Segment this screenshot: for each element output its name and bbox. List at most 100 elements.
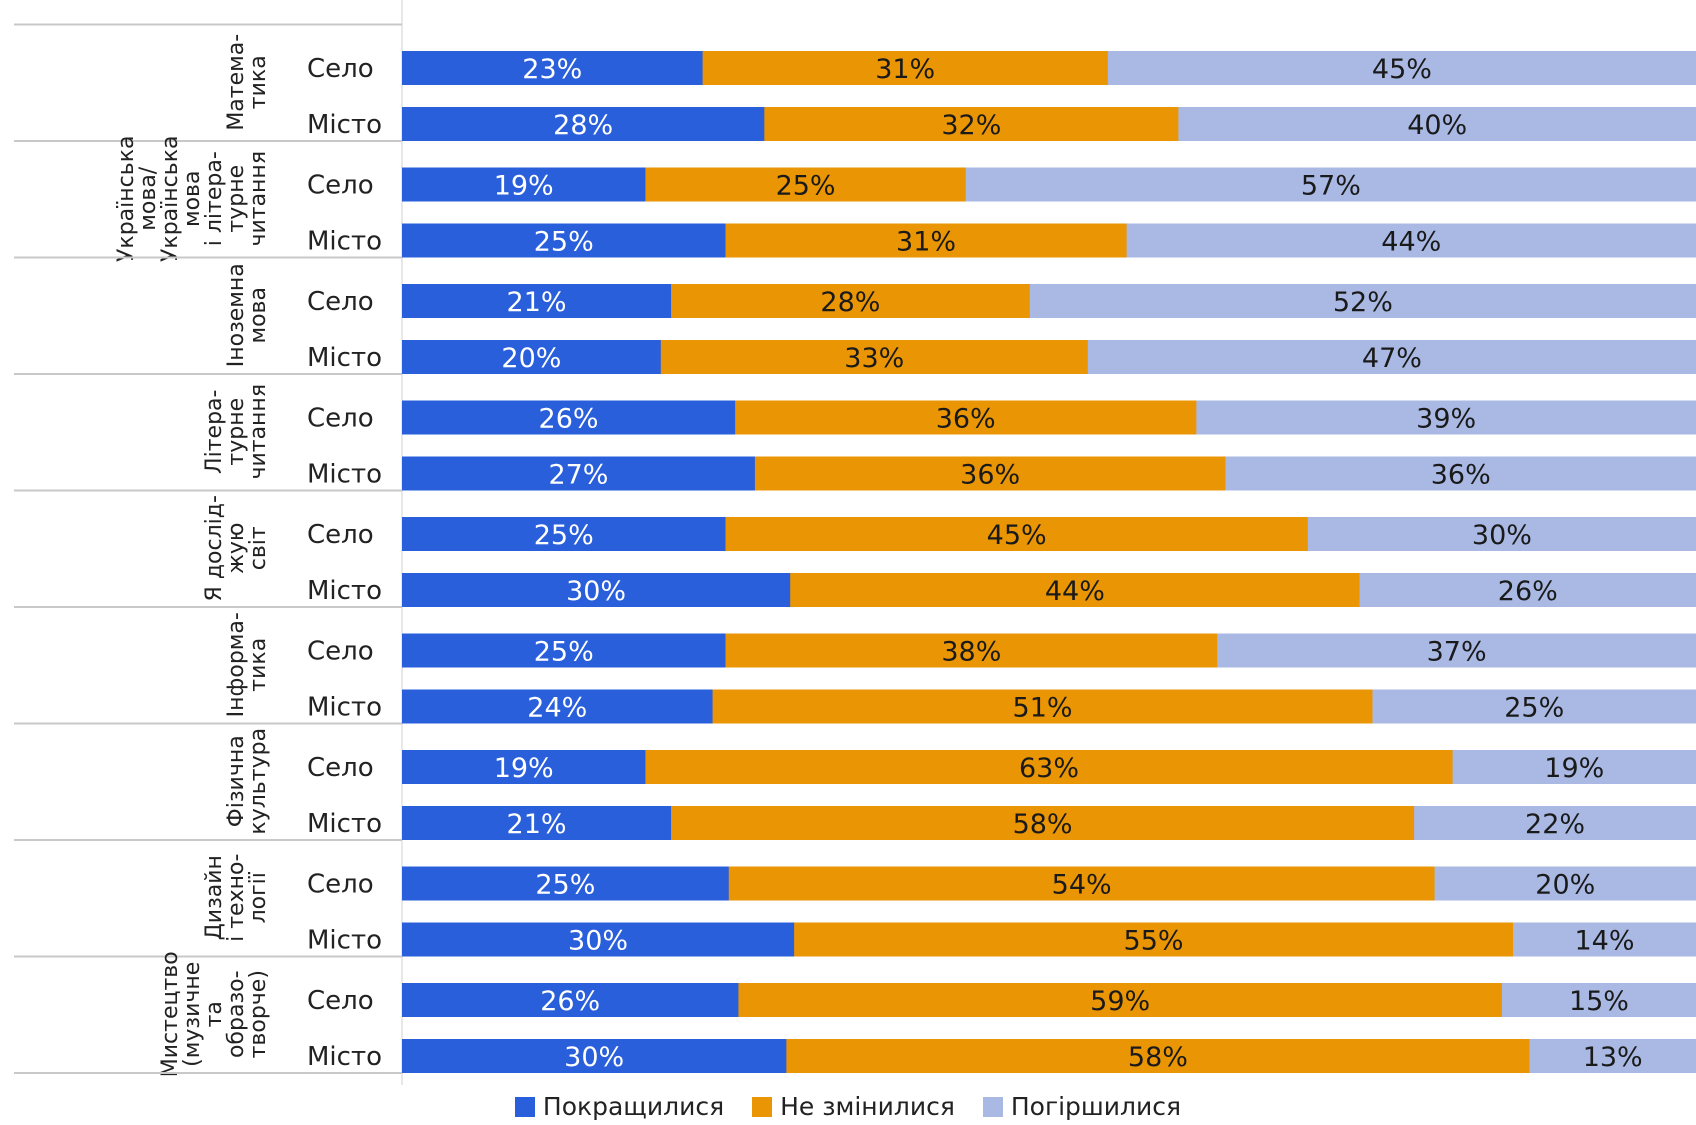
bar-segment-worsened xyxy=(1029,284,1696,318)
bar-segment-improved xyxy=(402,284,672,318)
bar-segment-worsened xyxy=(1372,689,1696,724)
data-label-improved: 26% xyxy=(539,404,599,435)
bar-segment-improved xyxy=(402,340,662,374)
data-label-worsened: 20% xyxy=(1535,870,1595,901)
bar-segment-worsened xyxy=(1501,983,1696,1017)
group-label-line: Літера- xyxy=(202,390,227,474)
data-label-improved: 25% xyxy=(534,227,594,258)
bar-segment-improved xyxy=(402,107,765,141)
group-label-line: і техно- xyxy=(224,854,249,942)
group-label: Українськамова/Українськамоваі літера-ту… xyxy=(114,136,271,262)
group-label-line: Матема- xyxy=(224,34,249,131)
group-label-line: читання xyxy=(246,384,271,480)
group-label-line: мова xyxy=(180,170,205,227)
bar-segment-improved xyxy=(402,1039,787,1073)
bar-segment-improved xyxy=(402,400,736,435)
bar-segment-unchanged xyxy=(786,1039,1530,1073)
group-label-line: Фізична xyxy=(224,735,249,827)
legend-label-improved: Покращилися xyxy=(542,1091,725,1121)
legend-swatch-improved xyxy=(514,1096,535,1117)
data-label-unchanged: 59% xyxy=(1090,986,1150,1017)
row-label: Село xyxy=(307,171,374,201)
row-label: Село xyxy=(307,404,374,434)
bar-segment-improved xyxy=(402,689,714,724)
bar-segment-improved xyxy=(402,517,726,551)
group-label-line: турне xyxy=(224,398,249,466)
group-label: Інформа-тика xyxy=(224,612,271,717)
bar-segment-improved xyxy=(402,750,646,784)
legend: Покращилися Не змінилися Погіршилися xyxy=(0,1090,1696,1121)
row-label: Село xyxy=(307,637,374,667)
data-label-improved: 24% xyxy=(527,693,587,724)
data-label-worsened: 40% xyxy=(1407,110,1467,141)
data-label-unchanged: 58% xyxy=(1013,809,1073,840)
legend-item-worsened: Погіршилися xyxy=(982,1092,1181,1121)
row-label: Село xyxy=(307,520,374,550)
bar-segment-worsened xyxy=(1126,223,1696,258)
bar-segment-unchanged xyxy=(790,573,1361,607)
row-label: Місто xyxy=(307,576,382,606)
data-label-unchanged: 44% xyxy=(1045,576,1105,607)
bar-segment-unchanged xyxy=(794,922,1514,957)
bar-segment-improved xyxy=(402,806,672,840)
group-label: Іноземнамова xyxy=(224,263,271,367)
row-label: Місто xyxy=(307,460,382,490)
bar-segment-worsened xyxy=(1196,400,1696,435)
data-label-unchanged: 51% xyxy=(1013,693,1073,724)
data-label-unchanged: 54% xyxy=(1052,870,1112,901)
group-label-line: Я дослід- xyxy=(202,495,227,601)
group-label: Я дослід-жуюсвіт xyxy=(202,495,271,601)
legend-item-unchanged: Не змінилися xyxy=(752,1092,955,1121)
data-label-unchanged: 31% xyxy=(896,227,956,258)
bar-segment-worsened xyxy=(1087,340,1696,374)
group-label-line: тика xyxy=(246,55,271,109)
data-label-improved: 19% xyxy=(494,753,554,784)
data-label-unchanged: 25% xyxy=(776,171,836,202)
data-label-worsened: 57% xyxy=(1301,171,1361,202)
legend-swatch-worsened xyxy=(982,1096,1003,1117)
bar-segment-worsened xyxy=(1434,866,1696,901)
row-label: Село xyxy=(307,287,374,317)
bar-segment-unchanged xyxy=(725,517,1309,551)
bar-segment-improved xyxy=(402,51,704,85)
bar-segment-improved xyxy=(402,223,726,258)
data-label-improved: 30% xyxy=(564,1042,624,1073)
group-label-line: (музичне xyxy=(180,962,205,1067)
data-label-improved: 30% xyxy=(566,576,626,607)
row-label: Місто xyxy=(307,926,382,956)
group-label-line: творче) xyxy=(246,970,271,1058)
data-label-worsened: 37% xyxy=(1427,637,1487,668)
bar-segment-unchanged xyxy=(702,51,1109,85)
group-label: Мистецтво(музичнетаобразо-творче) xyxy=(158,951,271,1077)
row-label: Місто xyxy=(307,809,382,839)
bar-segment-unchanged xyxy=(735,400,1197,435)
bar-segment-unchanged xyxy=(671,284,1031,318)
group-label-line: турне xyxy=(224,165,249,233)
bar-segment-improved xyxy=(402,456,756,491)
bar-segment-worsened xyxy=(1107,51,1696,85)
data-label-improved: 25% xyxy=(534,520,594,551)
bar-segment-improved xyxy=(402,167,646,202)
data-label-worsened: 36% xyxy=(1431,460,1491,491)
row-label: Місто xyxy=(307,1042,382,1072)
group-label-line: культура xyxy=(246,728,271,835)
group-label-line: Дизайн xyxy=(202,855,227,940)
data-label-worsened: 22% xyxy=(1525,809,1585,840)
legend-swatch-unchanged xyxy=(752,1096,773,1117)
data-label-improved: 21% xyxy=(507,809,567,840)
row-label: Село xyxy=(307,54,374,84)
data-label-improved: 30% xyxy=(568,926,628,957)
group-label: Матема-тика xyxy=(224,34,271,131)
bar-segment-unchanged xyxy=(764,107,1179,141)
bar-segment-worsened xyxy=(1414,806,1696,840)
group-label-line: Мистецтво xyxy=(158,951,183,1077)
data-label-worsened: 15% xyxy=(1569,986,1629,1017)
data-label-improved: 20% xyxy=(501,343,561,374)
row-label: Місто xyxy=(307,110,382,140)
data-label-unchanged: 31% xyxy=(875,54,935,85)
data-label-worsened: 30% xyxy=(1472,520,1532,551)
data-label-worsened: 44% xyxy=(1381,227,1441,258)
data-label-worsened: 39% xyxy=(1416,404,1476,435)
group-label-line: Іноземна xyxy=(224,263,249,367)
bar-segment-unchanged xyxy=(725,633,1218,668)
